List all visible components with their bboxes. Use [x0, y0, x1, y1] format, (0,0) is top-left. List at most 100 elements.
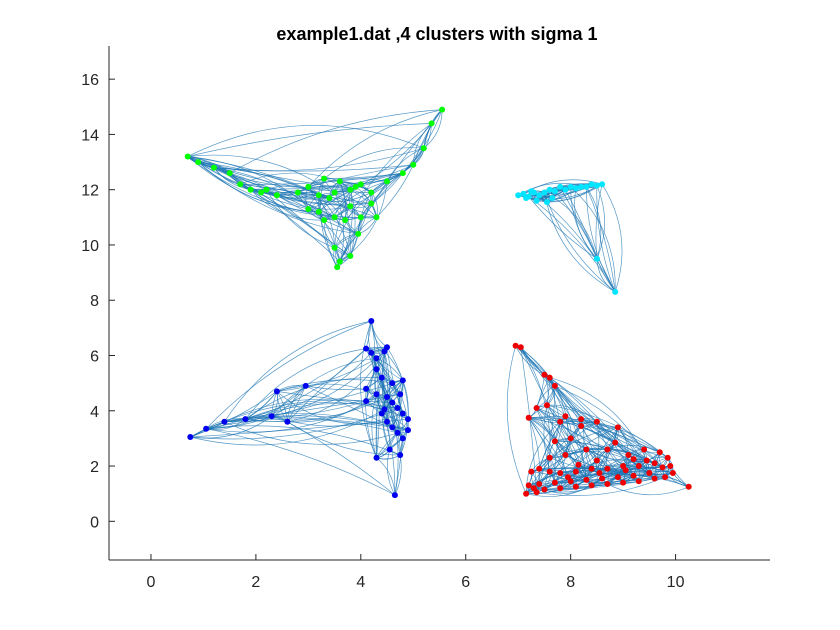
cluster-edge — [399, 394, 408, 456]
cluster-edge — [376, 457, 396, 496]
data-point — [258, 189, 265, 196]
data-point — [557, 485, 564, 492]
data-point — [315, 192, 322, 199]
data-point — [263, 186, 270, 193]
data-point — [575, 461, 582, 468]
cluster-edge — [287, 347, 388, 423]
cluster-edge — [570, 186, 598, 260]
cluster-edge — [334, 192, 345, 262]
data-point — [583, 476, 590, 483]
cluster-edge — [578, 464, 634, 477]
data-point — [635, 463, 642, 469]
data-point — [399, 377, 406, 384]
data-point — [651, 475, 658, 482]
data-point — [331, 214, 338, 221]
data-point — [336, 178, 343, 185]
data-point — [242, 416, 249, 423]
data-point — [551, 479, 558, 486]
data-point — [410, 161, 417, 168]
cluster-edge — [245, 348, 367, 420]
cluster-edge — [520, 346, 598, 461]
x-tick-label: 8 — [566, 574, 575, 591]
cluster-edge — [334, 192, 372, 205]
data-point — [593, 418, 600, 425]
cluster-edge — [559, 421, 639, 482]
cluster-edge — [339, 172, 404, 262]
cluster-edge — [276, 391, 393, 403]
data-point — [541, 486, 548, 493]
data-point — [593, 457, 600, 464]
data-point — [614, 474, 621, 481]
cluster-edge — [245, 396, 388, 422]
data-point — [578, 416, 585, 423]
data-point — [321, 175, 328, 182]
data-point — [604, 481, 611, 487]
cluster-edge — [276, 391, 388, 425]
cluster-edge — [206, 428, 396, 496]
data-point — [439, 106, 446, 113]
data-point — [284, 418, 291, 425]
cluster-edge — [580, 425, 616, 443]
cluster-edge — [287, 421, 396, 496]
data-point — [620, 479, 627, 486]
data-point — [384, 394, 390, 400]
cluster-edge — [318, 194, 351, 257]
data-point — [622, 467, 629, 474]
data-point — [536, 481, 543, 487]
data-point — [541, 371, 548, 378]
x-tick-label: 0 — [147, 574, 156, 591]
data-point — [273, 388, 280, 395]
data-point — [394, 405, 401, 411]
cluster-edge — [318, 211, 341, 262]
data-point — [546, 454, 553, 461]
data-point — [523, 195, 530, 201]
data-point — [565, 474, 571, 481]
data-point — [525, 482, 532, 489]
cluster-edge — [376, 164, 414, 218]
data-point — [305, 206, 312, 212]
cluster-edge — [308, 109, 443, 188]
data-point — [641, 446, 648, 453]
data-point — [546, 374, 553, 381]
data-point — [381, 348, 388, 355]
data-point — [326, 195, 333, 201]
cluster-4-points — [512, 342, 692, 497]
data-point — [599, 475, 606, 482]
data-point — [525, 414, 532, 421]
cluster-edge — [360, 320, 377, 458]
cluster-edge — [187, 156, 377, 218]
data-point — [588, 181, 595, 188]
cluster-edge — [305, 357, 377, 387]
y-axis-ticks: 0 2 4 6 8 10 12 14 16 — [81, 72, 115, 531]
cluster-edge — [245, 402, 385, 420]
cluster-edge — [506, 345, 527, 494]
data-point — [562, 413, 569, 420]
cluster-edge — [349, 189, 356, 257]
cluster-edge — [544, 478, 655, 490]
data-point — [512, 342, 519, 349]
data-point — [551, 188, 558, 195]
cluster-edge — [213, 147, 424, 172]
cluster-edge — [549, 377, 582, 420]
cluster-edge — [546, 404, 661, 453]
data-point — [391, 492, 398, 499]
data-point — [588, 465, 595, 472]
cluster-edge — [187, 123, 432, 157]
cluster-edge — [190, 399, 367, 438]
cluster-edge — [187, 156, 330, 199]
cluster-edge — [376, 394, 404, 439]
data-point — [373, 366, 380, 373]
data-point — [368, 318, 375, 324]
cluster-edge — [596, 185, 605, 259]
cluster-edge — [412, 109, 443, 165]
cluster-edge — [205, 320, 372, 429]
data-point — [544, 199, 550, 206]
data-point — [544, 402, 550, 409]
data-point — [651, 460, 658, 467]
data-point — [357, 214, 364, 221]
data-point — [562, 452, 569, 458]
data-point — [656, 449, 663, 456]
data-point — [386, 446, 393, 453]
data-point — [355, 230, 362, 237]
